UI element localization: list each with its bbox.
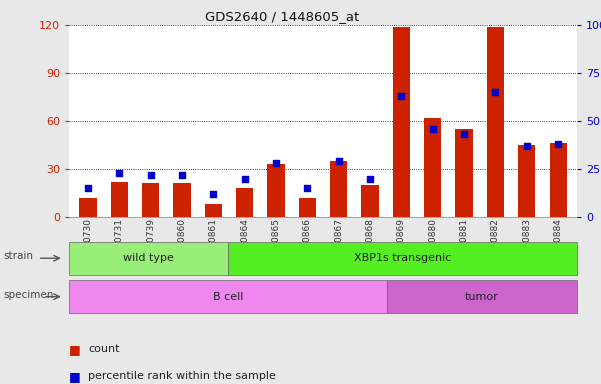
Text: ■: ■	[69, 343, 81, 356]
Text: B cell: B cell	[213, 291, 243, 302]
Text: specimen: specimen	[3, 290, 53, 300]
Point	[490, 89, 500, 95]
Text: XBP1s transgenic: XBP1s transgenic	[354, 253, 451, 263]
Bar	[79, 198, 97, 217]
Point	[302, 185, 312, 191]
Point	[271, 160, 281, 166]
Bar	[518, 145, 535, 217]
Text: strain: strain	[3, 251, 33, 262]
Point	[459, 131, 469, 137]
Text: percentile rank within the sample: percentile rank within the sample	[88, 371, 276, 381]
Bar	[361, 185, 379, 217]
Text: ■: ■	[69, 370, 81, 383]
Bar	[487, 26, 504, 217]
Text: wild type: wild type	[123, 253, 174, 263]
Bar	[205, 204, 222, 217]
Text: GDS2640 / 1448605_at: GDS2640 / 1448605_at	[206, 10, 359, 23]
Text: count: count	[88, 344, 120, 354]
Bar	[142, 184, 159, 217]
Bar	[267, 164, 285, 217]
Text: tumor: tumor	[465, 291, 499, 302]
Bar	[456, 129, 473, 217]
Bar	[111, 182, 128, 217]
Point	[397, 93, 406, 99]
Point	[554, 141, 563, 147]
Bar	[330, 161, 347, 217]
Bar	[173, 184, 191, 217]
Point	[177, 172, 187, 178]
Point	[83, 185, 93, 191]
Bar	[393, 26, 410, 217]
Bar	[299, 198, 316, 217]
Point	[428, 126, 438, 132]
Point	[522, 143, 532, 149]
Point	[240, 175, 249, 182]
Point	[114, 170, 124, 176]
Bar	[424, 118, 441, 217]
Point	[365, 175, 375, 182]
Point	[334, 158, 344, 164]
Point	[146, 172, 156, 178]
Point	[209, 191, 218, 197]
Bar	[236, 188, 253, 217]
Bar	[549, 143, 567, 217]
